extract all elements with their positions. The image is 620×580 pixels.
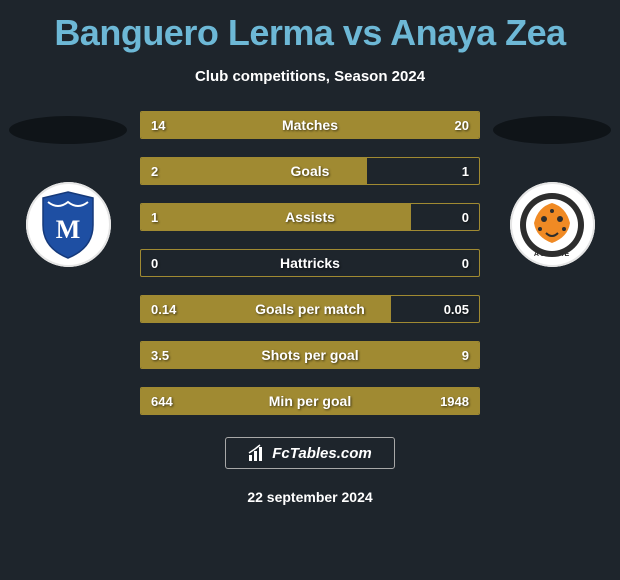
millonarios-crest: M bbox=[26, 182, 111, 267]
stat-value-left: 3.5 bbox=[141, 342, 179, 368]
shadow-ellipse-right bbox=[493, 116, 611, 144]
team-crest-right: AGUARE bbox=[510, 182, 595, 267]
stat-value-left: 0.14 bbox=[141, 296, 186, 322]
stat-label: Hattricks bbox=[141, 250, 479, 276]
right-team-column: AGUARE bbox=[492, 111, 612, 267]
stat-row: Shots per goal3.5 9 bbox=[140, 341, 480, 369]
jaguares-crest: AGUARE bbox=[510, 182, 595, 267]
stat-row: Min per goal644 1948 bbox=[140, 387, 480, 415]
page-title: Banguero Lerma vs Anaya Zea bbox=[0, 0, 620, 54]
stat-label: Goals bbox=[141, 158, 479, 184]
stat-value-left: 14 bbox=[141, 112, 175, 138]
stat-label: Shots per goal bbox=[141, 342, 479, 368]
svg-text:AGUARE: AGUARE bbox=[534, 251, 570, 258]
jaguar-icon: AGUARE bbox=[516, 189, 588, 261]
stat-label: Min per goal bbox=[141, 388, 479, 414]
team-crest-left: M bbox=[26, 182, 111, 267]
stat-value-left: 0 bbox=[141, 250, 168, 276]
stat-value-right: 1948 bbox=[430, 388, 479, 414]
stat-value-right: 0 bbox=[452, 250, 479, 276]
shield-icon: M bbox=[38, 190, 98, 260]
stat-value-right: 0.05 bbox=[434, 296, 479, 322]
stat-value-right: 9 bbox=[452, 342, 479, 368]
brand-badge[interactable]: FcTables.com bbox=[225, 437, 395, 469]
chart-icon bbox=[248, 444, 266, 462]
stat-row: Goals2 1 bbox=[140, 157, 480, 185]
season-subtitle: Club competitions, Season 2024 bbox=[0, 68, 620, 85]
stat-row: Goals per match0.14 0.05 bbox=[140, 295, 480, 323]
svg-text:M: M bbox=[56, 215, 81, 244]
stat-value-right: 1 bbox=[452, 158, 479, 184]
brand-text: FcTables.com bbox=[272, 445, 371, 462]
stat-value-left: 644 bbox=[141, 388, 183, 414]
stat-value-right: 0 bbox=[452, 204, 479, 230]
shadow-ellipse-left bbox=[9, 116, 127, 144]
stat-row: Hattricks0 0 bbox=[140, 249, 480, 277]
stat-value-left: 2 bbox=[141, 158, 168, 184]
comparison-layout: M AGUARE bbox=[0, 111, 620, 415]
stat-row: Matches14 20 bbox=[140, 111, 480, 139]
stat-row: Assists1 0 bbox=[140, 203, 480, 231]
stat-label: Assists bbox=[141, 204, 479, 230]
stat-label: Goals per match bbox=[141, 296, 479, 322]
left-team-column: M bbox=[8, 111, 128, 267]
stats-bars: Matches1420Goals21Assists10Hattricks00Go… bbox=[140, 111, 480, 415]
stat-value-left: 1 bbox=[141, 204, 168, 230]
footer-date: 22 september 2024 bbox=[0, 489, 620, 505]
stat-value-right: 20 bbox=[445, 112, 479, 138]
stat-label: Matches bbox=[141, 112, 479, 138]
